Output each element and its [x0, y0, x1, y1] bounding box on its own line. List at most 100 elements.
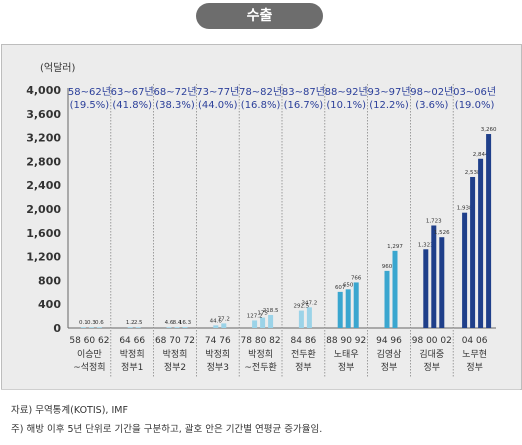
- bar-value-label: 347.2: [302, 300, 318, 306]
- x-tick-label: 64 66: [119, 336, 145, 346]
- bar: [80, 327, 86, 328]
- period-growth-label: (3.6%): [415, 100, 448, 111]
- admin-label: 박정희: [205, 348, 230, 360]
- admin-label: 박정희: [163, 348, 188, 360]
- admin-label: 정부: [295, 362, 312, 373]
- bar: [431, 225, 437, 328]
- bar-value-label: 0.1: [79, 320, 88, 326]
- bar: [166, 327, 172, 328]
- bar-value-label: 650: [343, 282, 354, 288]
- bar: [260, 317, 266, 328]
- admin-label: 전두환: [291, 348, 316, 360]
- bar-value-label: 1,938: [457, 206, 473, 212]
- admin-label: 노태우: [334, 349, 359, 360]
- bar-value-label: 607: [335, 285, 346, 291]
- admin-label: ~석정희: [73, 361, 105, 373]
- bar-value-label: 127.2: [247, 313, 263, 319]
- x-tick-label: 68 70 72: [155, 336, 195, 346]
- y-tick-label: 3,200: [26, 132, 61, 145]
- admin-label: 이승만: [77, 349, 102, 360]
- bar-value-label: 3,260: [481, 127, 497, 133]
- bar-value-label: 2.5: [134, 320, 143, 326]
- bar-value-label: 1.2: [126, 320, 135, 326]
- y-tick-label: 2,400: [26, 179, 61, 192]
- y-tick-label: 2,800: [26, 155, 61, 168]
- bar: [470, 176, 476, 328]
- bar: [96, 327, 102, 328]
- bar: [486, 134, 492, 328]
- period-range-label: 83~87년: [282, 86, 325, 98]
- admin-label: 박정희: [248, 348, 273, 360]
- admin-label: 김영삼: [377, 348, 402, 360]
- y-unit-label: (억달러): [40, 62, 76, 74]
- period-growth-label: (12.2%): [369, 100, 409, 111]
- bar: [384, 270, 390, 328]
- y-tick-label: 3,600: [26, 108, 61, 121]
- period-growth-label: (19.0%): [455, 100, 495, 111]
- period-growth-label: (19.5%): [70, 100, 110, 111]
- bar-value-label: 1,297: [387, 244, 403, 250]
- x-tick-label: 58 60 62: [69, 336, 109, 346]
- admin-label: 정부: [466, 362, 483, 373]
- period-range-label: 03~06년: [453, 86, 496, 98]
- y-tick-label: 0: [53, 322, 61, 335]
- notes-area: 자료) 무역통계(KOTIS), IMF 주) 해방 이후 5년 단위로 기간을…: [1, 389, 520, 444]
- x-tick-label: 74 76: [205, 336, 231, 346]
- y-tick-label: 800: [38, 274, 61, 287]
- bar-value-label: 16.3: [179, 320, 192, 326]
- bar: [353, 282, 359, 328]
- y-tick-label: 1,200: [26, 251, 61, 264]
- admin-label: 김대중: [419, 348, 444, 360]
- bar: [462, 212, 468, 328]
- bar: [345, 289, 351, 328]
- y-tick-label: 2,000: [26, 203, 61, 216]
- bar-value-label: 1,723: [426, 218, 442, 224]
- bar-value-label: 0.6: [95, 320, 104, 326]
- bar: [268, 314, 274, 328]
- period-range-label: 93~97년: [367, 86, 410, 98]
- bar: [88, 327, 94, 328]
- bar: [221, 323, 227, 328]
- x-tick-label: 98 00 02: [412, 336, 452, 346]
- bar: [306, 307, 312, 328]
- bar-value-label: 77.2: [218, 316, 230, 322]
- period-growth-label: (44.0%): [198, 100, 238, 111]
- period-range-label: 58~62년: [68, 86, 111, 98]
- period-range-label: 78~82년: [239, 86, 282, 98]
- bar-value-label: 0.3: [87, 320, 96, 326]
- bar-value-label: 2,844: [473, 152, 489, 158]
- page-title: 수출: [196, 3, 323, 29]
- admin-label: 정부: [338, 362, 355, 373]
- footnote: 주) 해방 이후 5년 단위로 기간을 구분하고, 괄호 안은 기간별 연평균 …: [11, 424, 323, 435]
- bar: [252, 320, 258, 328]
- bar-value-label: 44.6: [210, 318, 223, 324]
- admin-label: 정부: [424, 362, 441, 373]
- bar: [213, 325, 219, 328]
- bar: [135, 327, 141, 328]
- admin-label: 정부1: [121, 362, 143, 373]
- period-growth-label: (16.8%): [241, 100, 281, 111]
- bar: [392, 250, 398, 328]
- bar-value-label: 1,323: [418, 242, 434, 248]
- admin-label: ~전두환: [244, 361, 276, 373]
- bar: [298, 310, 304, 328]
- source-note: 자료) 무역통계(KOTIS), IMF: [11, 405, 128, 416]
- bar-value-label: 2,538: [465, 170, 481, 176]
- x-tick-label: 84 86: [291, 336, 317, 346]
- period-growth-label: (16.7%): [284, 100, 324, 111]
- x-tick-label: 94 96: [376, 336, 402, 346]
- admin-label: 정부2: [164, 362, 186, 373]
- admin-label: 노무현: [462, 349, 487, 360]
- y-tick-label: 4,000: [26, 84, 61, 97]
- bar: [337, 291, 343, 328]
- x-tick-label: 78 80 82: [241, 336, 281, 346]
- bar: [423, 249, 429, 328]
- chart-panel: [1, 44, 522, 390]
- bar-value-label: 1,526: [434, 230, 450, 236]
- admin-label: 정부3: [207, 362, 229, 373]
- period-range-label: 63~67년: [111, 86, 154, 98]
- bar: [439, 237, 445, 328]
- bar: [478, 158, 484, 328]
- bar: [127, 327, 133, 328]
